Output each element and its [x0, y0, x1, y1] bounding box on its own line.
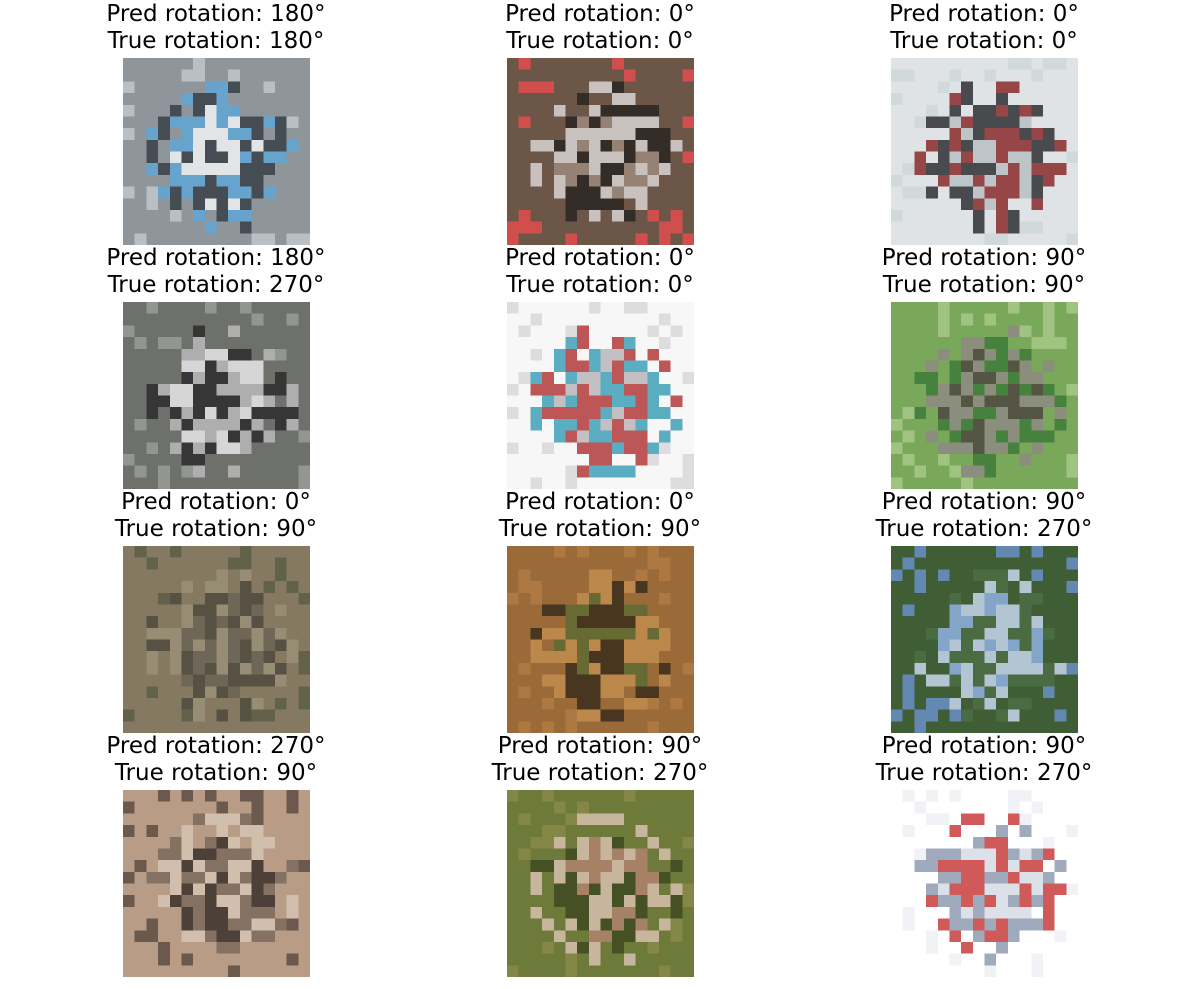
pred-rotation-label: Pred rotation: 0°	[505, 245, 695, 271]
pred-rotation-label: Pred rotation: 90°	[881, 489, 1087, 515]
true-rotation-label: True rotation: 90°	[498, 516, 702, 542]
pred-rotation-label: Pred rotation: 0°	[505, 489, 695, 515]
pred-rotation-label: Pred rotation: 270°	[106, 733, 326, 759]
prediction-panel: Pred rotation: 0° True rotation: 0°	[440, 0, 760, 245]
prediction-panel: Pred rotation: 90° True rotation: 270°	[440, 732, 760, 977]
bird-photo-icon	[122, 546, 310, 733]
ostrich-photo-icon	[506, 790, 694, 977]
pred-rotation-label: Pred rotation: 180°	[106, 245, 326, 271]
true-rotation-label: True rotation: 0°	[890, 28, 1078, 54]
prediction-panel: Pred rotation: 0° True rotation: 0°	[440, 244, 760, 489]
true-rotation-label: True rotation: 180°	[107, 28, 325, 54]
prediction-panel: Pred rotation: 0° True rotation: 90°	[440, 488, 760, 733]
true-rotation-label: True rotation: 90°	[882, 272, 1086, 298]
car-photo-icon	[122, 58, 310, 245]
ship-photo-icon	[890, 58, 1078, 245]
pred-rotation-label: Pred rotation: 90°	[881, 733, 1087, 759]
airplane-photo-icon	[890, 790, 1078, 977]
frog-photo-icon	[506, 546, 694, 733]
prediction-panel: Pred rotation: 0° True rotation: 90°	[56, 488, 376, 733]
true-rotation-label: True rotation: 270°	[875, 516, 1093, 542]
prediction-panel: Pred rotation: 90° True rotation: 90°	[824, 244, 1144, 489]
pred-rotation-label: Pred rotation: 0°	[889, 1, 1079, 27]
true-rotation-label: True rotation: 270°	[107, 272, 325, 298]
prediction-panel: Pred rotation: 90° True rotation: 270°	[824, 732, 1144, 977]
true-rotation-label: True rotation: 270°	[875, 760, 1093, 786]
true-rotation-label: True rotation: 90°	[114, 516, 318, 542]
elephant-photo-icon	[506, 58, 694, 245]
pred-rotation-label: Pred rotation: 180°	[106, 1, 326, 27]
prediction-panel: Pred rotation: 180° True rotation: 180°	[56, 0, 376, 245]
ship-photo-icon	[506, 302, 694, 489]
pred-rotation-label: Pred rotation: 90°	[881, 245, 1087, 271]
prediction-panel: Pred rotation: 90° True rotation: 270°	[824, 488, 1144, 733]
true-rotation-label: True rotation: 0°	[506, 272, 694, 298]
prediction-panel: Pred rotation: 0° True rotation: 0°	[824, 0, 1144, 245]
horse-photo-icon	[890, 302, 1078, 489]
true-rotation-label: True rotation: 90°	[114, 760, 318, 786]
true-rotation-label: True rotation: 0°	[506, 28, 694, 54]
pred-rotation-label: Pred rotation: 0°	[505, 1, 695, 27]
prediction-panel: Pred rotation: 180° True rotation: 270°	[56, 244, 376, 489]
truck-photo-icon	[122, 302, 310, 489]
pred-rotation-label: Pred rotation: 90°	[497, 733, 703, 759]
dog-photo-icon	[122, 790, 310, 977]
airplane-photo-icon	[890, 546, 1078, 733]
pred-rotation-label: Pred rotation: 0°	[121, 489, 311, 515]
true-rotation-label: True rotation: 270°	[491, 760, 709, 786]
prediction-panel: Pred rotation: 270° True rotation: 90°	[56, 732, 376, 977]
